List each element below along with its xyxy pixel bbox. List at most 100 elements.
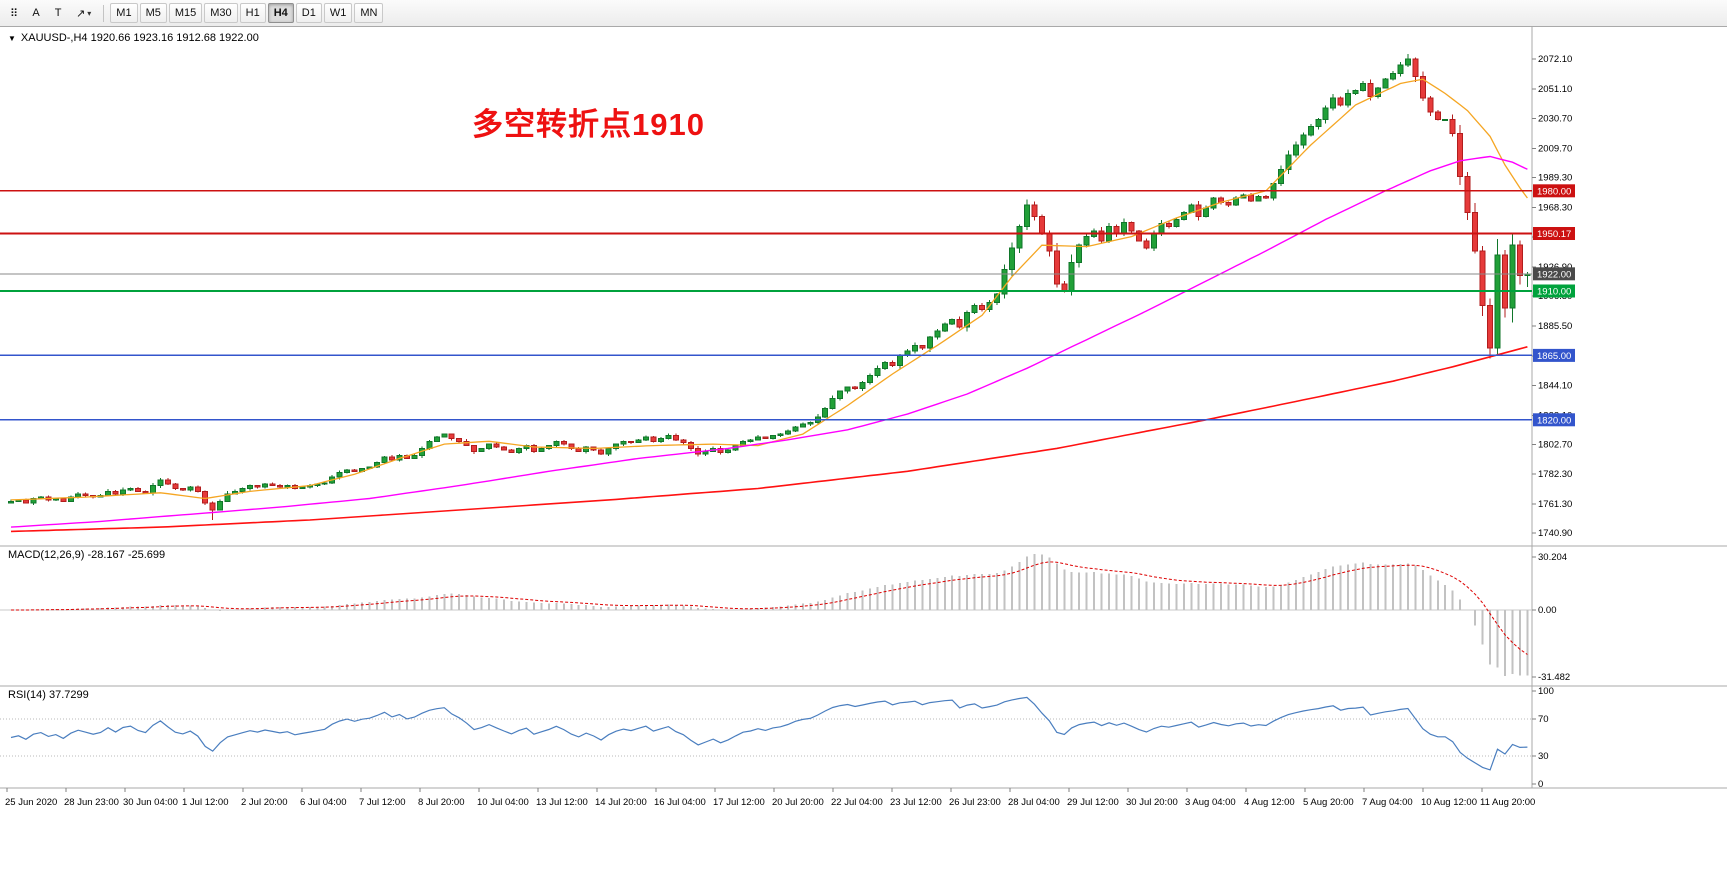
candle-body [1434, 111, 1441, 120]
candle-body [1285, 154, 1292, 170]
rsi-tick-label: 0 [1538, 779, 1543, 790]
candle-body [508, 449, 515, 454]
candle-body [889, 362, 896, 366]
price-tick-label: 1782.30 [1538, 469, 1572, 480]
macd-tick-label: 0.00 [1538, 605, 1557, 616]
candle-body [441, 433, 448, 438]
timeframe-button-mn[interactable]: MN [354, 3, 384, 23]
candle-body [1008, 247, 1015, 271]
time-tick-label: 14 Jul 20:00 [595, 797, 647, 808]
time-tick-label: 17 Jul 12:00 [713, 797, 765, 808]
candle-body [687, 442, 694, 449]
candle-body [1397, 64, 1404, 74]
candle-body [224, 493, 231, 502]
candle-body [859, 382, 866, 389]
text-tool-button[interactable]: T [54, 7, 62, 19]
price-tick-label: 1885.50 [1538, 321, 1572, 332]
candle-body [769, 435, 776, 439]
candle-body [657, 437, 664, 442]
candle-body [179, 487, 186, 491]
candle-body [672, 435, 679, 441]
candle-body [411, 455, 418, 459]
rsi-tick-label: 30 [1538, 751, 1549, 762]
candle-body [979, 304, 986, 311]
macd-panel-area[interactable] [0, 547, 1532, 685]
ma-line-slow [10, 346, 1528, 533]
candle-body [120, 489, 127, 495]
candle-body [1375, 87, 1382, 97]
candle-body [112, 490, 119, 495]
candle-body [1121, 221, 1128, 235]
candle-body [142, 490, 149, 494]
timeframe-button-h4[interactable]: H4 [267, 3, 294, 23]
candle-body [553, 440, 560, 447]
arrow-tool-button[interactable]: ↗ ▾ [76, 7, 92, 20]
candle-body [8, 500, 14, 504]
candle-body [807, 422, 814, 425]
symbol-dropdown-triangle-icon[interactable]: ▼ [8, 33, 16, 43]
price-tag-label: 1980.00 [1537, 186, 1571, 197]
candle-body [560, 440, 567, 445]
rsi-label: RSI(14) 37.7299 [8, 689, 89, 701]
candle-body [456, 437, 463, 442]
timeframe-button-d1[interactable]: D1 [295, 3, 322, 23]
price-tag-label: 1820.00 [1537, 415, 1571, 426]
candle-body [635, 439, 642, 444]
time-tick-label: 6 Jul 04:00 [300, 797, 346, 808]
price-tick-label: 2030.70 [1538, 113, 1572, 124]
annotate-a-button[interactable]: A [32, 7, 40, 19]
price-tag-1950.17 [1533, 227, 1575, 241]
candle-body [433, 436, 440, 442]
time-tick-label: 10 Jul 04:00 [477, 797, 529, 808]
timeframe-button-m15[interactable]: M15 [168, 3, 203, 23]
candle-body [1292, 144, 1299, 156]
price-tag-label: 1922.00 [1537, 269, 1571, 280]
candle-body [844, 386, 851, 392]
candle-body [792, 426, 799, 432]
candle-body [1502, 254, 1508, 309]
candle-body [247, 485, 254, 489]
candle-body [1031, 204, 1038, 218]
price-tag-1980.00 [1533, 184, 1575, 198]
candle-body [994, 293, 1001, 303]
candle-body [149, 485, 156, 494]
candle-body [538, 447, 545, 452]
candle-body [478, 447, 485, 452]
timeframe-button-w1[interactable]: W1 [323, 3, 353, 23]
candle-body [1143, 240, 1150, 249]
candle-body [1457, 133, 1464, 177]
candle-body [971, 304, 978, 313]
candle-body [1135, 230, 1142, 242]
candle-body [1210, 197, 1217, 209]
candle-body [1016, 226, 1023, 249]
candle-body [1516, 244, 1523, 277]
candle-body [1001, 269, 1008, 295]
ma-line-mid [10, 155, 1528, 528]
timeframe-button-m1[interactable]: M1 [110, 3, 138, 23]
timeframe-button-h1[interactable]: H1 [239, 3, 266, 23]
timeframe-button-m30[interactable]: M30 [204, 3, 238, 23]
candle-body [642, 436, 649, 441]
candle-body [209, 502, 216, 511]
price-tick-label: 1802.70 [1538, 440, 1572, 451]
candle-body [105, 490, 112, 497]
time-tick-label: 26 Jul 23:00 [949, 797, 1001, 808]
time-tick-label: 16 Jul 04:00 [654, 797, 706, 808]
candle-body [613, 443, 620, 449]
candle-body [336, 472, 343, 478]
time-tick-label: 1 Jul 12:00 [182, 797, 228, 808]
chart-plot-area[interactable] [0, 26, 1532, 546]
time-tick-label: 8 Jul 20:00 [418, 797, 464, 808]
grid-handle-icon-button[interactable]: ⠿ [10, 7, 19, 20]
candle-body [1345, 92, 1352, 106]
annotation-text[interactable]: 多空转折点1910 [472, 107, 705, 142]
rsi-tick-label: 70 [1538, 714, 1549, 725]
candle-body [777, 433, 784, 437]
candle-body [867, 374, 874, 384]
timeframe-button-m5[interactable]: M5 [139, 3, 167, 23]
candle-body [1389, 72, 1396, 80]
candle-body [22, 499, 29, 504]
candle-body [1076, 244, 1083, 263]
candle-body [448, 433, 455, 439]
rsi-panel-area[interactable] [0, 687, 1532, 787]
